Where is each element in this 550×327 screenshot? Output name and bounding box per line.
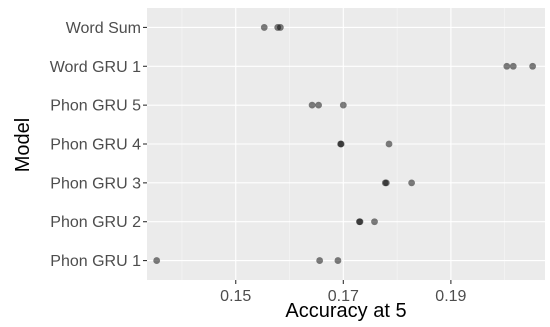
y-tick-label: Phon GRU 1	[50, 253, 141, 270]
data-point	[315, 101, 322, 109]
data-point	[276, 24, 284, 31]
data-point	[371, 218, 378, 226]
x-tick-label: 0.19	[435, 288, 466, 305]
data-point	[382, 179, 390, 187]
data-point	[385, 140, 393, 148]
y-tick-label: Phon GRU 4	[50, 137, 141, 154]
data-point	[529, 62, 537, 70]
data-point	[509, 62, 517, 70]
y-tick-label: Phon GRU 2	[50, 214, 141, 231]
data-point	[334, 257, 342, 264]
x-tick-label: 0.15	[220, 288, 251, 305]
y-tick-label: Phon GRU 5	[50, 98, 141, 115]
y-tick-label: Phon GRU 3	[50, 175, 141, 192]
x-axis-label: Accuracy at 5	[285, 300, 406, 322]
y-axis-label: Model	[12, 118, 34, 172]
data-point	[260, 24, 268, 31]
y-axis-ticks: Word Sum Word GRU 1 Phon GRU 5 Phon GRU 4 Ph…	[50, 20, 147, 270]
data-point	[308, 101, 316, 109]
data-points	[153, 24, 537, 264]
x-axis-ticks: 0.15 0.17 0.19	[220, 280, 467, 305]
y-tick-label: Word Sum	[66, 20, 141, 37]
data-point	[339, 101, 347, 109]
y-tick-label: Word GRU 1	[50, 59, 141, 76]
data-point	[337, 140, 345, 148]
x-tick-label: 0.17	[328, 288, 359, 305]
data-point	[408, 179, 416, 187]
data-point	[153, 257, 161, 264]
data-point	[503, 62, 511, 70]
data-point	[356, 218, 364, 226]
data-point	[316, 257, 324, 264]
